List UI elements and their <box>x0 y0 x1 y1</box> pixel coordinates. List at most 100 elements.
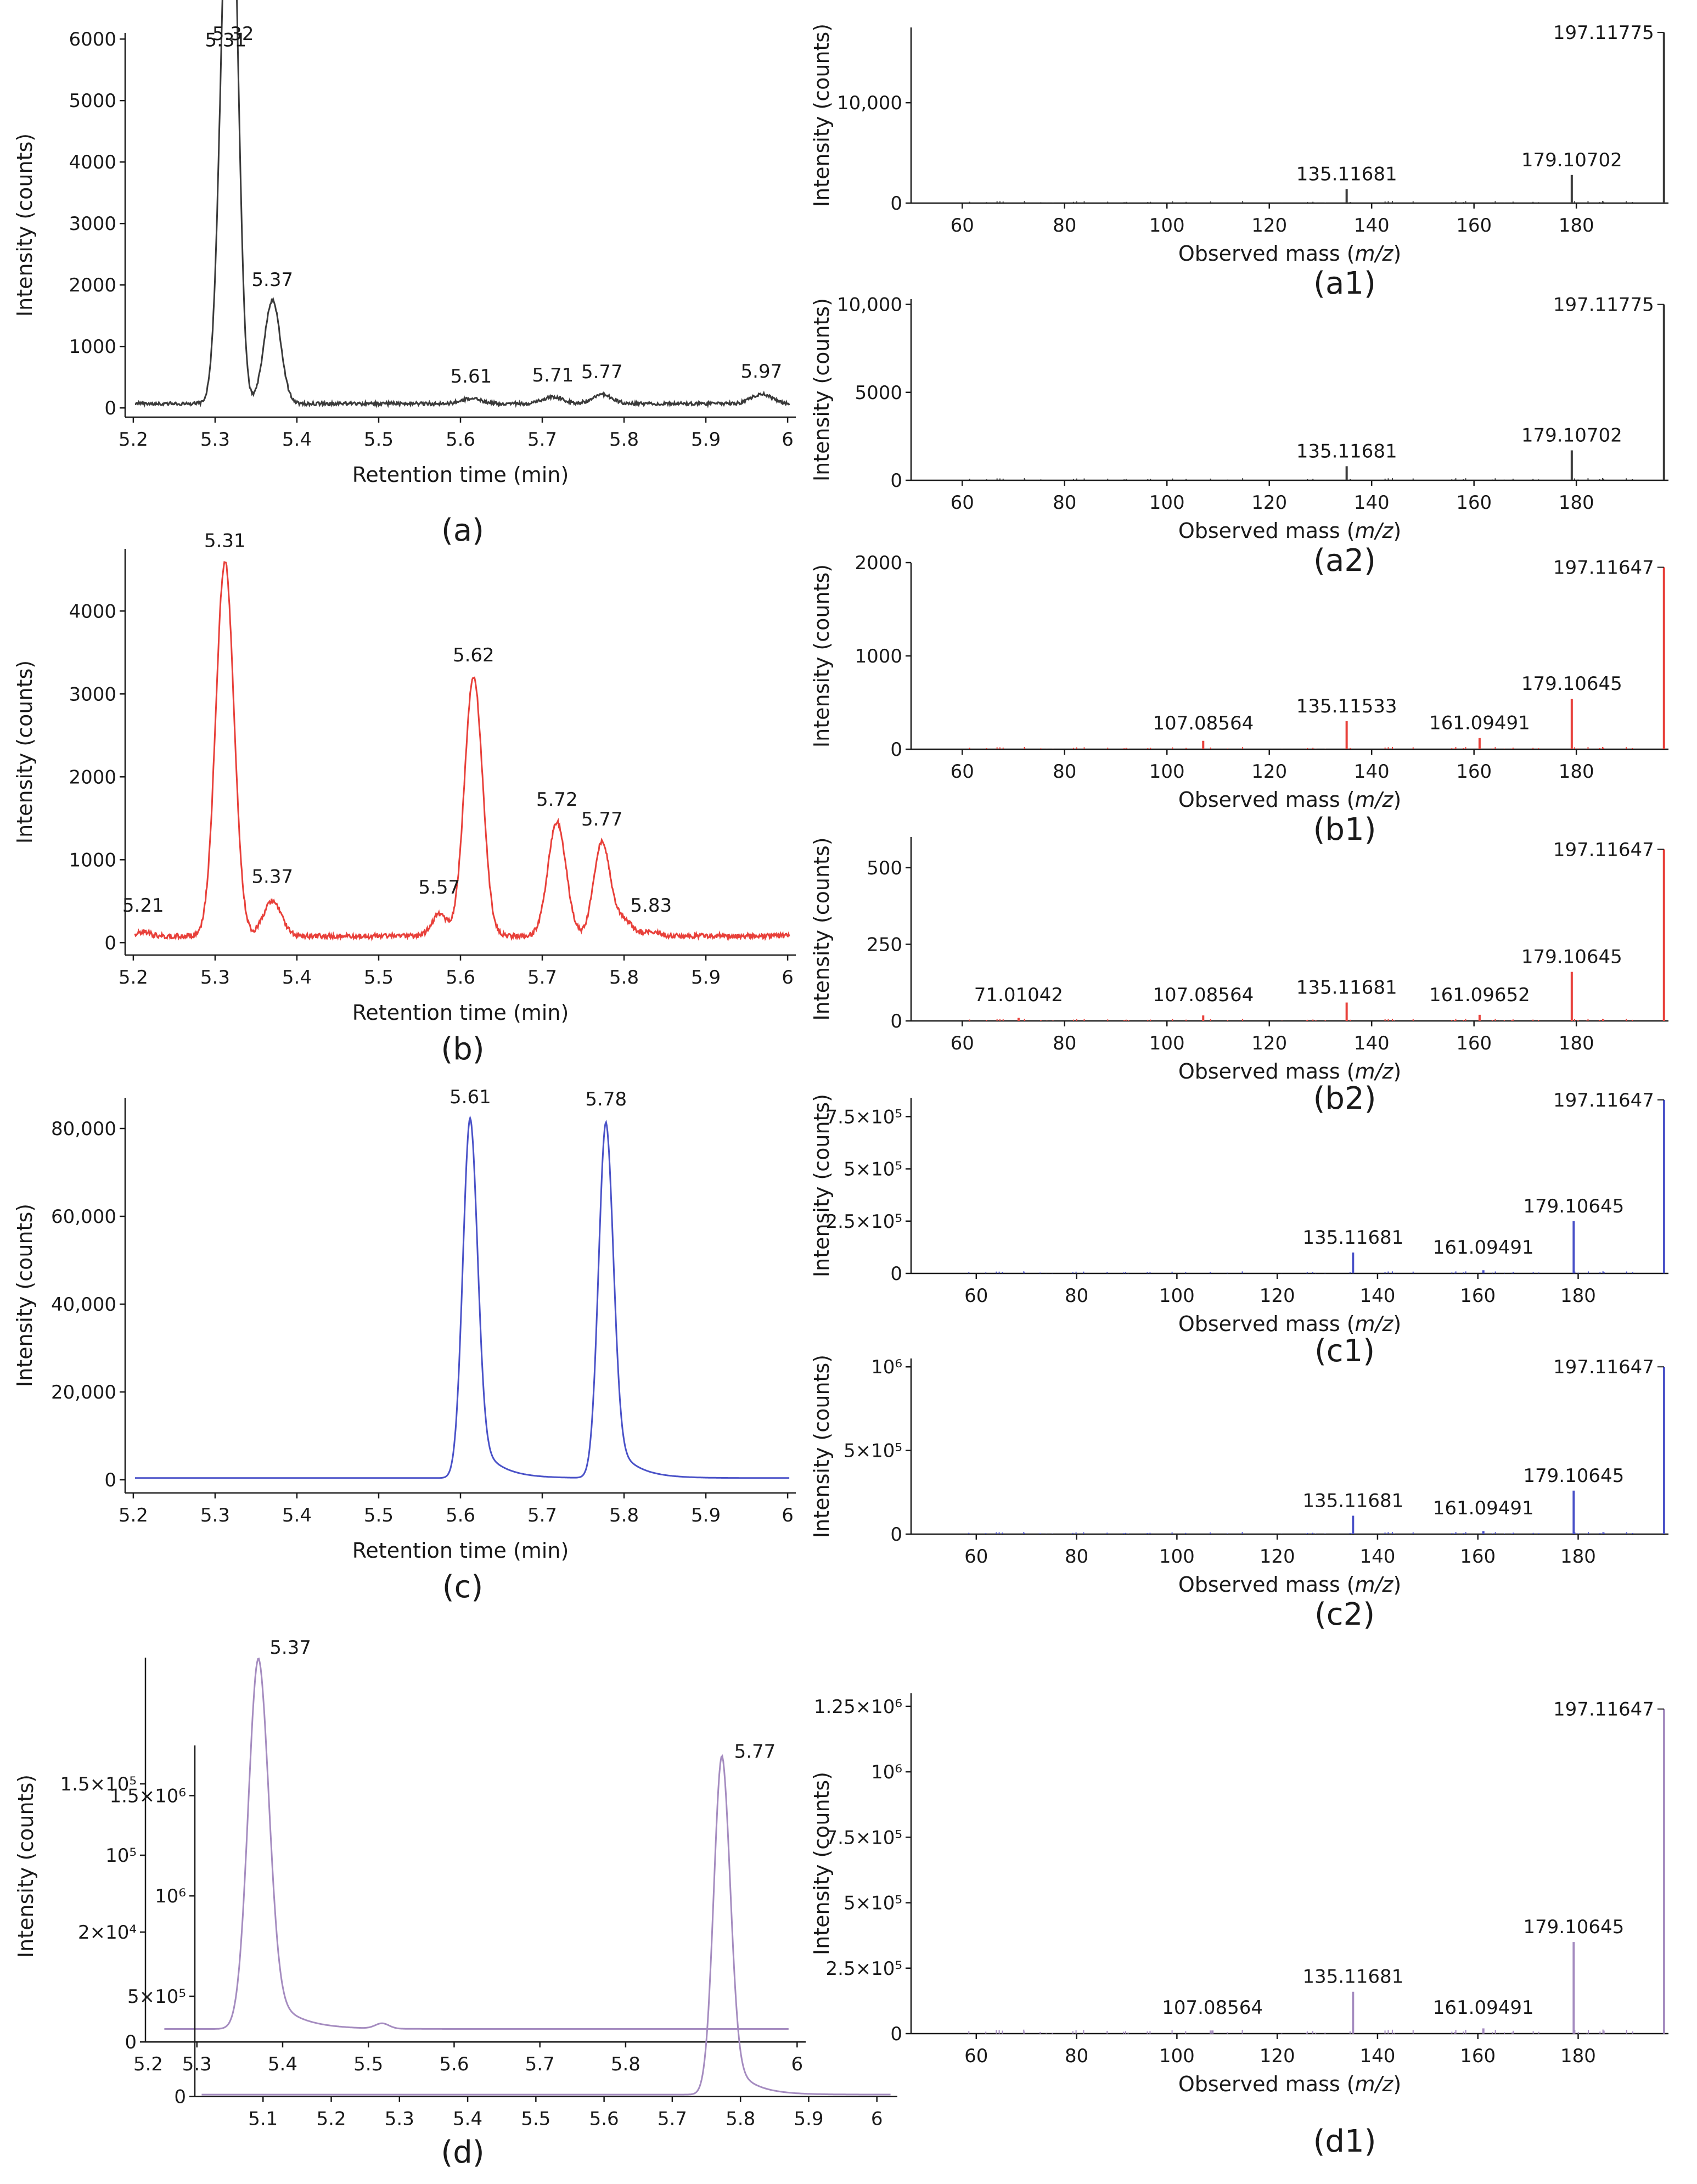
c1-y-axis-title: Intensity (counts) <box>810 1094 834 1277</box>
a1-x-tick-label: 80 <box>1053 215 1076 237</box>
b2-x-tick-label: 160 <box>1456 1032 1492 1054</box>
d1-x-tick-label: 180 <box>1560 2045 1596 2067</box>
c2-x-tick-label: 160 <box>1460 1546 1496 1568</box>
a-y-tick-label: 1000 <box>69 336 116 358</box>
d1-x-tick-label: 140 <box>1359 2045 1395 2067</box>
c2-peak-label: 179.10645 <box>1523 1465 1624 1487</box>
b-x-tick-label: 5.9 <box>691 967 721 989</box>
d-inner-x-tick-label: 5.8 <box>611 2053 640 2075</box>
d-outer-x-tick-label: 5.5 <box>521 2108 550 2130</box>
b1-x-axis-title: Observed mass (m/z) <box>1178 788 1401 812</box>
a2-x-tick-label: 140 <box>1354 492 1390 514</box>
c-y-tick-label: 40,000 <box>51 1294 116 1316</box>
d-inner-x-tick-label: 6 <box>791 2053 803 2075</box>
d-inner-x-tick-label: 5.5 <box>353 2053 383 2075</box>
a-peak-label: 5.37 <box>251 269 293 291</box>
a2-x-tick-label: 160 <box>1456 492 1492 514</box>
a-x-tick-label: 5.9 <box>691 429 721 451</box>
b1-x-tick-label: 140 <box>1354 761 1390 783</box>
a2-x-tick-label: 120 <box>1251 492 1287 514</box>
c-peak-label: 5.61 <box>449 1086 491 1108</box>
a-peak-label: 5.77 <box>581 361 623 383</box>
c-y-tick-label: 0 <box>104 1469 116 1491</box>
b1-peak-label: 135.11533 <box>1296 695 1397 717</box>
a2-panel-label: (a2) <box>1313 543 1376 579</box>
c-x-tick-label: 6 <box>782 1504 794 1526</box>
b2-peak-label: 135.11681 <box>1296 977 1397 999</box>
c-x-tick-label: 5.2 <box>119 1504 148 1526</box>
b-x-tick-label: 5.3 <box>200 967 230 989</box>
d1-x-axis-title: Observed mass (m/z) <box>1178 2072 1401 2096</box>
c2-x-tick-label: 120 <box>1260 1546 1295 1568</box>
b-y-tick-label: 1000 <box>69 849 116 871</box>
a1-y-tick-label: 0 <box>890 193 902 215</box>
b1-y-tick-label: 2000 <box>855 552 902 574</box>
c-x-tick-label: 5.5 <box>364 1504 394 1526</box>
d-inner-trace <box>164 1657 789 2030</box>
d1-y-tick-label: 2.5×10⁵ <box>826 1958 902 1980</box>
c-trace <box>134 1115 790 1479</box>
c2-peak-label: 135.11681 <box>1302 1490 1403 1512</box>
b1-peak-label: 107.08564 <box>1153 712 1254 734</box>
b-y-axis-title: Intensity (counts) <box>13 660 37 844</box>
a-peak-label: 5.71 <box>532 364 574 386</box>
b1-x-tick-label: 160 <box>1456 761 1492 783</box>
b2-x-axis-title: Observed mass (m/z) <box>1178 1059 1401 1083</box>
c2-x-axis-title: Observed mass (m/z) <box>1178 1573 1401 1597</box>
b2-x-tick-label: 180 <box>1559 1032 1594 1054</box>
d-inner-y-tick-label: 2×10⁴ <box>78 1922 137 1944</box>
c2-y-axis-title: Intensity (counts) <box>810 1355 834 1538</box>
b2-x-tick-label: 80 <box>1053 1032 1076 1054</box>
d-outer-y-tick-label: 5×10⁵ <box>127 1986 186 2008</box>
c1-x-tick-label: 80 <box>1065 1285 1088 1307</box>
b-peak-label: 5.83 <box>630 895 672 917</box>
c1-y-tick-label: 2.5×10⁵ <box>826 1211 902 1233</box>
c2-peak-label: 197.11647 <box>1553 1356 1654 1378</box>
c1-y-tick-label: 7.5×10⁵ <box>826 1106 902 1128</box>
c2-y-tick-label: 0 <box>890 1524 902 1546</box>
b2-peak-label: 179.10645 <box>1521 946 1622 968</box>
c-y-axis-title: Intensity (counts) <box>13 1204 37 1387</box>
a1-panel-label: (a1) <box>1313 266 1376 301</box>
d1-y-tick-label: 0 <box>890 2023 902 2045</box>
a2-peak-label: 135.11681 <box>1296 440 1397 462</box>
a-peak-label: 5.61 <box>451 366 492 388</box>
d1-x-tick-label: 160 <box>1460 2045 1496 2067</box>
b1-x-tick-label: 100 <box>1149 761 1185 783</box>
d-outer-x-tick-label: 5.8 <box>726 2108 755 2130</box>
b1-peak-label: 179.10645 <box>1521 673 1622 695</box>
b-peak-label: 5.57 <box>418 877 460 899</box>
c1-peak-label: 197.11647 <box>1553 1090 1654 1111</box>
a2-x-tick-label: 80 <box>1053 492 1076 514</box>
c1-y-tick-label: 5×10⁵ <box>844 1159 902 1181</box>
d1-peak-label: 179.10645 <box>1523 1916 1624 1938</box>
b-x-tick-label: 5.2 <box>119 967 148 989</box>
b2-y-tick-label: 0 <box>890 1010 902 1032</box>
a-y-tick-label: 3000 <box>69 213 116 235</box>
a1-y-axis-title: Intensity (counts) <box>810 24 834 207</box>
a2-y-tick-label: 10,000 <box>837 294 902 316</box>
a-x-axis-title: Retention time (min) <box>352 463 569 487</box>
c2-x-tick-label: 100 <box>1159 1546 1195 1568</box>
c2-panel-label: (c2) <box>1314 1597 1375 1632</box>
d1-peak-label: 135.11681 <box>1302 1966 1403 1988</box>
b-x-tick-label: 5.5 <box>364 967 394 989</box>
b-y-tick-label: 4000 <box>69 600 116 622</box>
c1-peak-label: 161.09491 <box>1433 1237 1534 1259</box>
d-inner-y-tick-label: 1.5×10⁵ <box>60 1773 137 1795</box>
d-inner-x-tick-label: 5.6 <box>439 2053 469 2075</box>
b1-peak-label: 197.11647 <box>1553 557 1654 579</box>
a-x-tick-label: 5.8 <box>609 429 639 451</box>
c-x-tick-label: 5.7 <box>527 1504 557 1526</box>
b-trace <box>134 561 790 942</box>
a1-x-tick-label: 60 <box>951 215 974 237</box>
b2-peak-label: 197.11647 <box>1553 839 1654 861</box>
c-x-tick-label: 5.4 <box>282 1504 312 1526</box>
c1-y-tick-label: 0 <box>890 1263 902 1285</box>
b1-y-tick-label: 0 <box>890 739 902 761</box>
b2-panel-label: (b2) <box>1313 1081 1376 1116</box>
b2-y-tick-label: 500 <box>867 857 902 879</box>
b1-x-tick-label: 80 <box>1053 761 1076 783</box>
c1-x-tick-label: 160 <box>1460 1285 1496 1307</box>
